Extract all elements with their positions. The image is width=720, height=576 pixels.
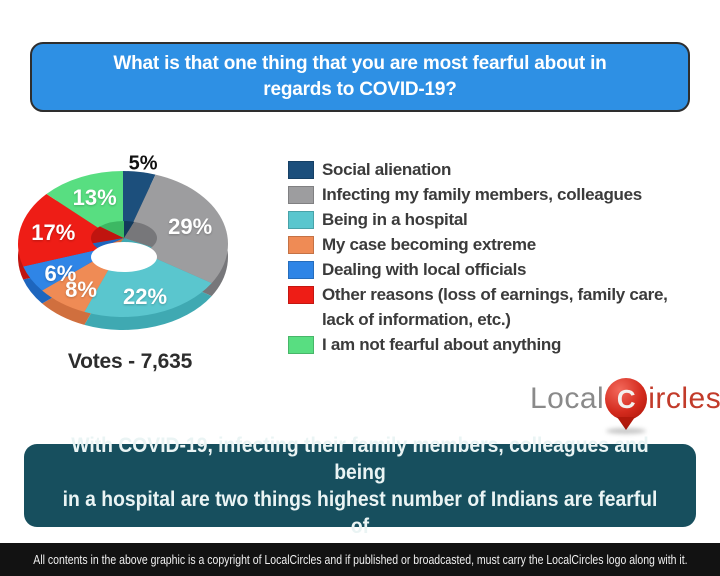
pie-slice-label: 29%: [168, 214, 213, 240]
question-banner: What is that one thing that you are most…: [30, 42, 690, 112]
legend-swatch: [288, 211, 314, 229]
legend: Social alienation Infecting my family mem…: [288, 157, 700, 357]
legend-label: Dealing with local officials: [322, 260, 527, 279]
pie-inner-wall: [124, 221, 158, 248]
legend-item: I am not fearful about anything: [288, 332, 700, 357]
pie-slice-label: 13%: [72, 185, 117, 211]
pie-slice-label: 5%: [128, 152, 158, 175]
pie-inner-wall: [99, 221, 124, 238]
pie-inner-wall: [92, 238, 124, 249]
chart-area: 5% 29% 22% 8% 6% 17% 13% Votes - 7,635: [5, 145, 255, 390]
localcircles-logo: Local C ircles: [530, 378, 720, 434]
logo-pin-shadow: [606, 428, 647, 434]
footer-text: All contents in the above graphic is a c…: [32, 552, 688, 567]
legend-swatch: [288, 186, 314, 204]
legend-swatch: [288, 336, 314, 354]
pie-inner-wall: [124, 221, 135, 238]
logo-text-ircles: ircles: [648, 382, 720, 415]
legend-swatch: [288, 261, 314, 279]
legend-label: Other reasons (loss of earnings, family …: [322, 285, 668, 329]
donut-chart: [18, 171, 229, 330]
legend-label: Social alienation: [322, 160, 452, 179]
pie-slice-label: 22%: [123, 284, 168, 310]
votes-count: Votes - 7,635: [67, 350, 193, 373]
legend-item: Dealing with local officials: [288, 257, 700, 282]
legend-item: Infecting my family members, colleagues: [288, 182, 700, 207]
logo-pin-icon: C: [605, 378, 648, 434]
logo-pin-tail-icon: [617, 417, 636, 430]
pie-inner-wall: [91, 226, 124, 244]
legend-swatch: [288, 161, 314, 179]
legend-label: Being in a hospital: [322, 210, 468, 229]
pie-slice-label: 8%: [65, 277, 97, 303]
question-text: What is that one thing that you are most…: [113, 53, 607, 100]
legend-item: Being in a hospital: [288, 207, 700, 232]
statement-banner: With COVID-19, infecting their family me…: [24, 434, 696, 538]
pie-slice-label: 6%: [44, 260, 77, 286]
logo-pin-circle: C: [605, 378, 648, 420]
legend-label: My case becoming extreme: [322, 235, 536, 254]
statement-text: With COVID-19, infecting their family me…: [62, 433, 658, 538]
legend-item: My case becoming extreme: [288, 232, 700, 257]
legend-item: Other reasons (loss of earnings, family …: [288, 282, 700, 332]
footer-bar: All contents in the above graphic is a c…: [0, 543, 720, 576]
legend-label: Infecting my family members, colleagues: [322, 185, 642, 204]
legend-swatch: [288, 236, 314, 254]
donut-hole: [91, 242, 157, 272]
pie-slice: [18, 194, 123, 267]
legend-swatch: [288, 286, 314, 304]
pie-slice-label: 17%: [31, 220, 76, 246]
legend-item: Social alienation: [288, 157, 700, 182]
pie-slice: [123, 174, 229, 284]
logo-text-local: Local: [530, 382, 605, 415]
legend-label: I am not fearful about anything: [322, 335, 562, 354]
logo-pin-letter: C: [616, 384, 636, 414]
